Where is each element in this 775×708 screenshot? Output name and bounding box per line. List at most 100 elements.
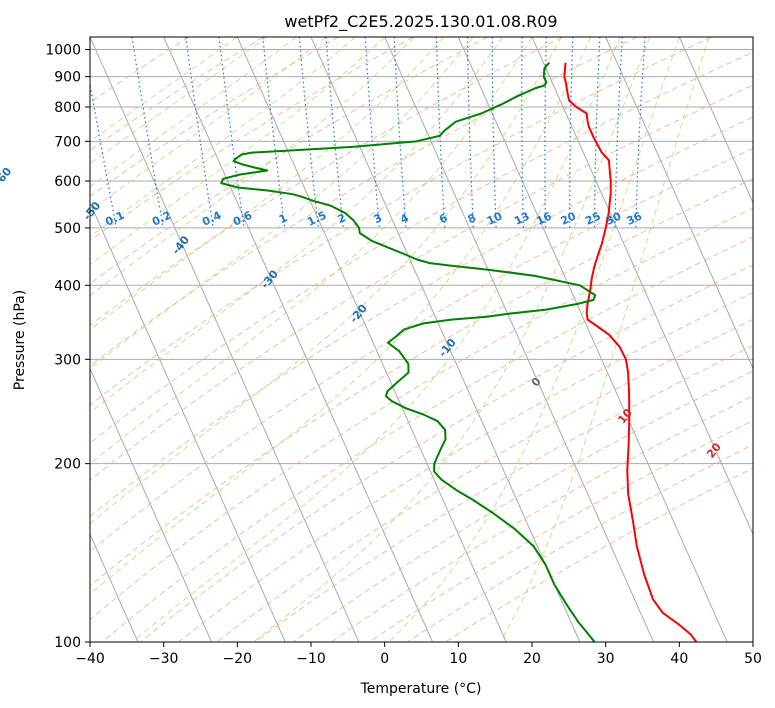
dewpoint-profile-line xyxy=(220,62,597,642)
dry-adiabat-line xyxy=(292,370,753,642)
isotherm-label: 20 xyxy=(704,440,724,460)
mixing-ratio-line xyxy=(218,37,245,228)
mixing-ratio-line xyxy=(185,37,214,228)
mixing-ratio-label: 36 xyxy=(625,209,645,227)
mixing-ratio-line xyxy=(298,37,319,228)
mixing-ratio-label: 0.2 xyxy=(150,209,173,229)
x-tick-label: −20 xyxy=(223,651,253,667)
mixing-ratio-line xyxy=(521,37,525,228)
isotherm-label: -60 xyxy=(0,165,15,189)
isotherm-label: -50 xyxy=(81,199,104,223)
isotherm-line xyxy=(752,37,753,39)
dry-adiabat-line xyxy=(178,291,753,642)
mixing-ratio-line xyxy=(569,37,574,228)
dry-adiabat-line xyxy=(90,147,753,553)
dry-adiabat-line xyxy=(90,37,712,406)
dry-adiabat-line xyxy=(90,178,753,587)
y-tick-label: 400 xyxy=(54,278,81,294)
x-axis-label: Temperature (°C) xyxy=(360,681,482,697)
moist-adiabat-line xyxy=(90,37,474,370)
dry-adiabat-line xyxy=(90,84,753,481)
mixing-ratio-line xyxy=(593,37,601,228)
dry-adiabat-line xyxy=(330,395,753,642)
mixing-ratio-line xyxy=(614,37,623,228)
isotherm-line xyxy=(90,37,360,642)
dry-adiabat-line xyxy=(90,207,753,621)
mixing-ratio-line xyxy=(435,37,446,228)
moist-adiabat-line xyxy=(90,37,238,143)
x-tick-label: 40 xyxy=(670,651,688,667)
mixing-ratio-line xyxy=(131,37,164,229)
y-tick-label: 800 xyxy=(54,100,81,116)
mixing-ratio-line xyxy=(325,37,344,228)
y-axis: 100 200 300 400 500 600 700 800 900 1000 xyxy=(45,43,90,651)
mixing-ratio-line xyxy=(491,37,497,228)
isotherm-label: -30 xyxy=(258,267,281,291)
x-tick-label: −40 xyxy=(75,651,105,667)
y-tick-label: 900 xyxy=(54,70,81,86)
x-tick-label: 10 xyxy=(449,651,467,667)
y-tick-label: 700 xyxy=(54,134,81,150)
moist-adiabat-line xyxy=(90,37,533,465)
dry-adiabat-line xyxy=(216,318,753,642)
isotherm-line xyxy=(236,37,507,642)
mixing-ratio-label: 1 xyxy=(277,211,289,226)
mixing-ratio-line xyxy=(90,80,117,229)
moist-adiabat-line xyxy=(90,37,386,266)
x-axis: −40 −30 −20 −10 0 10 20 30 40 50 xyxy=(75,642,762,667)
moist-adiabat-line xyxy=(90,37,503,414)
x-tick-label: 50 xyxy=(744,651,762,667)
moist-adiabat-line xyxy=(388,37,680,642)
mixing-ratio-label: 10 xyxy=(485,209,505,227)
moist-adiabat-line xyxy=(90,37,444,331)
mixing-ratio-label: 16 xyxy=(534,209,554,227)
dry-adiabat-line xyxy=(445,467,753,642)
mixing-ratio-line xyxy=(466,37,474,228)
dry-adiabat-line xyxy=(90,37,563,326)
y-tick-label: 600 xyxy=(54,174,81,190)
isotherm-label: 10 xyxy=(615,406,635,426)
dry-adiabat-line xyxy=(90,37,414,242)
moist-adiabat-line xyxy=(253,37,651,642)
dry-adiabat-line xyxy=(90,37,190,104)
isotherm-line xyxy=(90,533,139,642)
dry-adiabat-line xyxy=(101,236,753,642)
x-tick-label: −10 xyxy=(296,651,326,667)
dry-adiabat-line xyxy=(254,344,753,642)
dry-adiabat-line xyxy=(90,37,488,285)
moist-adiabat-line xyxy=(90,37,268,165)
mixing-ratio-label: 30 xyxy=(604,209,624,227)
mixing-ratio-label: 0.6 xyxy=(231,209,254,229)
isotherm-line xyxy=(678,37,753,204)
temperature-profile-line xyxy=(563,62,698,642)
dry-adiabat-line xyxy=(90,37,339,197)
isotherm-line xyxy=(605,37,753,370)
isotherm-line xyxy=(310,37,581,642)
isotherm-line xyxy=(457,37,728,642)
mixing-ratio-label: 1.5 xyxy=(305,209,328,229)
mixing-ratio-label: 13 xyxy=(512,210,531,228)
isotherm-label: -20 xyxy=(347,302,370,326)
x-tick-label: 20 xyxy=(523,651,541,667)
y-tick-label: 1000 xyxy=(45,43,81,59)
profiles xyxy=(220,62,698,642)
moist-adiabat-line xyxy=(90,37,327,212)
isotherm-label: -40 xyxy=(170,233,193,257)
mixing-ratio-label: 20 xyxy=(559,209,579,227)
y-axis-label: Pressure (hPa) xyxy=(12,290,28,390)
mixing-ratio-label: 4 xyxy=(398,211,411,226)
isotherm-line xyxy=(163,37,434,642)
moist-adiabat-line xyxy=(90,37,297,188)
y-tick-label: 300 xyxy=(54,352,81,368)
background-lines xyxy=(90,37,753,642)
chart-title: wetPf2_C2E5.2025.130.01.08.R09 xyxy=(284,12,557,32)
y-tick-label: 200 xyxy=(54,457,81,473)
y-tick-label: 100 xyxy=(54,635,81,651)
mixing-ratio-line xyxy=(364,37,380,228)
moist-adiabat-line xyxy=(90,37,562,525)
moist-adiabat-line xyxy=(90,37,592,595)
mixing-ratio-label: 25 xyxy=(583,210,602,228)
mixing-ratio-line xyxy=(393,37,407,228)
x-tick-label: −30 xyxy=(149,651,179,667)
